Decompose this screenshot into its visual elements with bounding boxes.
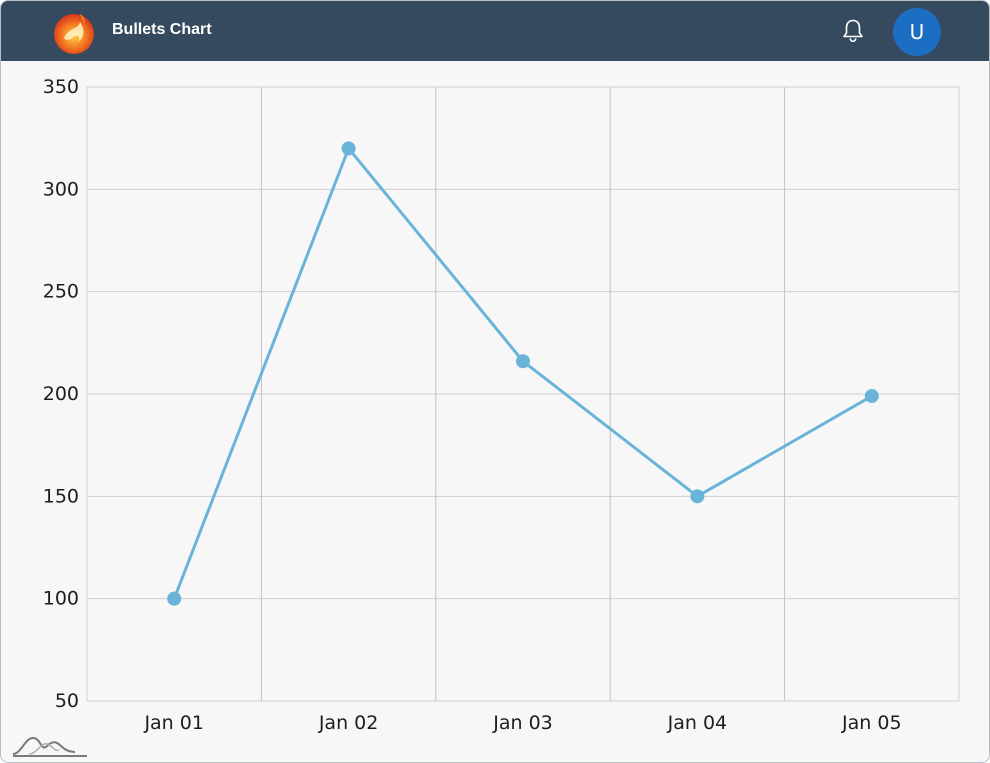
x-tick-label: Jan 05	[841, 712, 902, 734]
logo-icon[interactable]	[50, 8, 98, 56]
chart-type-icon	[12, 736, 87, 757]
shell-bar: Bullets Chart U	[1, 1, 989, 61]
bell-icon[interactable]	[839, 17, 867, 45]
y-tick-label: 300	[43, 178, 79, 200]
x-tick-label: Jan 01	[143, 712, 204, 734]
app-title: Bullets Chart	[112, 21, 212, 38]
x-tick-label: Jan 02	[318, 712, 379, 734]
data-point	[864, 389, 879, 404]
y-tick-label: 350	[43, 76, 79, 98]
y-tick-label: 50	[55, 690, 79, 712]
x-tick-label: Jan 04	[667, 712, 728, 734]
y-tick-label: 100	[43, 588, 79, 610]
data-point	[516, 354, 530, 369]
data-point	[690, 489, 705, 504]
series-line	[172, 146, 873, 600]
y-tick-label: 250	[43, 281, 79, 303]
y-tick-label: 200	[43, 383, 79, 405]
user-avatar[interactable]: U	[893, 8, 941, 56]
line-chart: 350 300 250 200 150 100 50 Jan 01 Jan 02 Jan 03 Ja…	[43, 76, 960, 734]
data-point	[167, 591, 182, 606]
x-tick-label: Jan 03	[492, 712, 553, 734]
data-point	[341, 141, 356, 156]
y-tick-label: 150	[43, 485, 79, 507]
